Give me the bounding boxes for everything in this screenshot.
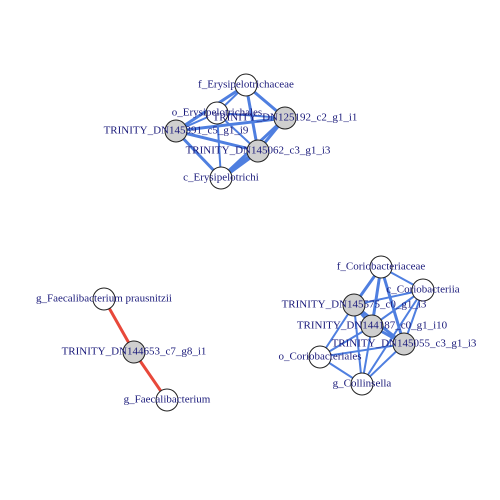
edge-f-coriobacteriaceae--trinity-dn145055-c3-g1-i3 (379, 265, 406, 346)
node-trinity-dn125192-c2-g1-i1 (273, 106, 297, 130)
node-label-o-coriobacteriales: o_Coriobacteriales (278, 351, 361, 363)
node-g-faecalibacterium-prausnitzii (92, 287, 116, 311)
node-g-faecalibacterium (155, 388, 179, 412)
edge-g-collinsella--c-coriobacteriia (361, 289, 424, 385)
node-label-trinity-dn125192-c2-g1-i1: TRINITY_DN125192_c2_g1_i1 (213, 112, 358, 124)
edge-trinity-dn145391-c5-g1-i9--trinity-dn125192-c2-g1-i1 (174, 116, 287, 133)
edge-trinity-dn145391-c5-g1-i9--trinity-dn145062-c3-g1-i3 (174, 129, 260, 153)
edge-g-collinsella--trinity-dn145575-c0-g1-i3 (353, 304, 363, 385)
node-o-erysipelotrichales (205, 101, 229, 125)
node-label-c-coriobacteriia: c_Coriobacteriia (386, 284, 459, 296)
node-o-coriobacteriales (308, 345, 332, 369)
node-f-coriobacteriaceae (369, 255, 393, 279)
node-c-coriobacteriia (411, 278, 435, 302)
labels-layer: f_Erysipelotrichaceae o_Erysipelotrichale… (36, 79, 477, 406)
node-label-c-erysipelotrichi: c_Erysipelotrichi (183, 172, 259, 184)
node-label-g-collinsella: g_Collinsella (333, 378, 392, 390)
node-label-g-faecalibacterium-prausnitzii: g_Faecalibacterium prausnitzii (36, 293, 172, 305)
node-f-erysipelotrichaceae (234, 73, 258, 97)
node-label-trinity-dn144653-c7-g8-i1: TRINITY_DN144653_c7_g8_i1 (62, 346, 207, 358)
edge-o-coriobacteriales--trinity-dn145055-c3-g1-i3 (319, 343, 405, 358)
node-trinity-dn145062-c3-g1-i3 (246, 139, 270, 163)
node-g-collinsella (350, 372, 374, 396)
node-trinity-dn144653-c7-g8-i1 (122, 340, 146, 364)
node-trinity-dn145391-c5-g1-i9 (164, 119, 188, 143)
node-trinity-dn145055-c3-g1-i3 (392, 332, 416, 356)
node-label-o-erysipelotrichales: o_Erysipelotrichales (172, 107, 262, 119)
node-label-trinity-dn144187-c0-g1-i10: TRINITY_DN144187_c0_g1_i10 (297, 320, 448, 332)
node-label-trinity-dn145062-c3-g1-i3: TRINITY_DN145062_c3_g1_i3 (186, 145, 331, 157)
node-label-trinity-dn145575-c0-g1-i3: TRINITY_DN145575_c0_g1_i3 (282, 299, 427, 311)
node-trinity-dn144187-c0-g1-i10 (360, 314, 384, 338)
nodes-layer (92, 73, 435, 412)
node-label-f-coriobacteriaceae: f_Coriobacteriaceae (337, 261, 426, 273)
node-label-trinity-dn145391-c5-g1-i9: TRINITY_DN145391_c5_g1_i9 (104, 125, 249, 137)
node-label-g-faecalibacterium: g_Faecalibacterium (124, 394, 211, 406)
node-label-f-erysipelotrichaceae: f_Erysipelotrichaceae (198, 79, 294, 91)
edge-c-coriobacteriia--trinity-dn145575-c0-g1-i3 (353, 289, 424, 306)
node-label-trinity-dn145055-c3-g1-i3: TRINITY_DN145055_c3_g1_i3 (332, 338, 477, 350)
node-c-erysipelotrichi (209, 166, 233, 190)
node-trinity-dn145575-c0-g1-i3 (342, 293, 366, 317)
